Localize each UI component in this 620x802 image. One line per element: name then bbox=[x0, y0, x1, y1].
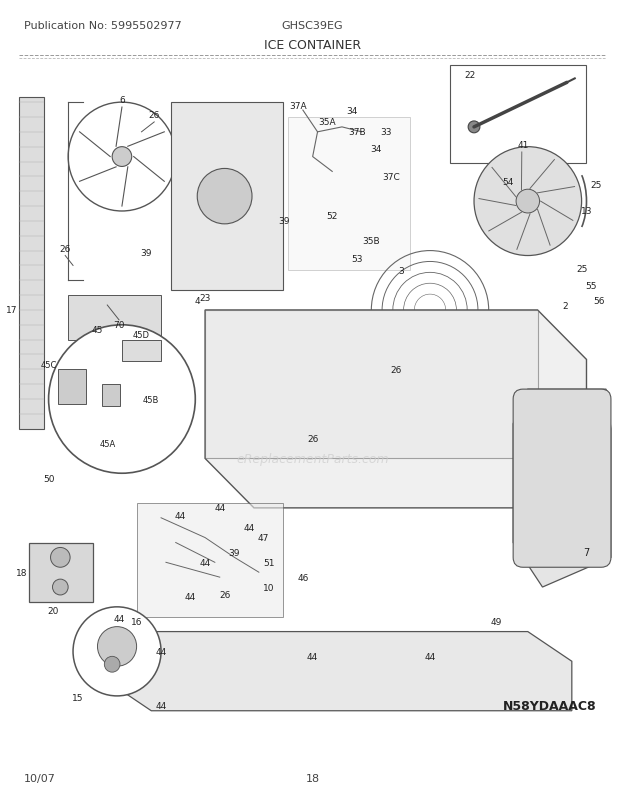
Bar bbox=[58, 370, 86, 404]
Text: 52: 52 bbox=[327, 213, 338, 221]
Circle shape bbox=[53, 579, 68, 595]
Text: 18: 18 bbox=[16, 568, 27, 577]
Text: 45C: 45C bbox=[40, 360, 57, 370]
Text: 46: 46 bbox=[297, 573, 309, 582]
Text: 13: 13 bbox=[581, 207, 592, 217]
Text: 23: 23 bbox=[200, 294, 211, 302]
Text: 53: 53 bbox=[351, 255, 363, 264]
FancyBboxPatch shape bbox=[513, 390, 611, 568]
Text: 45B: 45B bbox=[143, 395, 159, 404]
Text: eReplacementParts.com: eReplacementParts.com bbox=[236, 452, 389, 465]
Text: Publication No: 5995502977: Publication No: 5995502977 bbox=[24, 21, 182, 31]
Text: 26: 26 bbox=[60, 245, 71, 253]
Text: 4: 4 bbox=[195, 296, 200, 306]
Text: 50: 50 bbox=[43, 474, 55, 483]
Text: 26: 26 bbox=[149, 111, 160, 120]
Text: 44: 44 bbox=[156, 647, 167, 656]
Text: 37A: 37A bbox=[289, 102, 307, 111]
Text: ICE CONTAINER: ICE CONTAINER bbox=[264, 39, 361, 52]
Text: 51: 51 bbox=[263, 558, 275, 567]
Bar bbox=[29, 543, 92, 602]
Bar bbox=[102, 385, 120, 407]
Text: 35A: 35A bbox=[319, 118, 336, 128]
Bar bbox=[122, 340, 161, 362]
Text: 17: 17 bbox=[6, 306, 17, 315]
Text: GHSC39EG: GHSC39EG bbox=[282, 21, 343, 31]
Bar bbox=[450, 66, 587, 164]
Text: 39: 39 bbox=[229, 549, 240, 557]
Text: 25: 25 bbox=[576, 265, 587, 273]
Polygon shape bbox=[136, 504, 283, 617]
Text: 26: 26 bbox=[390, 366, 402, 375]
Text: 10: 10 bbox=[263, 583, 275, 592]
Text: 55: 55 bbox=[586, 282, 597, 290]
Text: 34: 34 bbox=[346, 107, 358, 115]
Text: 44: 44 bbox=[113, 614, 125, 623]
Text: 70: 70 bbox=[113, 321, 125, 330]
Circle shape bbox=[48, 326, 195, 474]
Text: 39: 39 bbox=[278, 217, 290, 226]
Text: 20: 20 bbox=[48, 606, 59, 615]
Text: 18: 18 bbox=[306, 773, 320, 783]
Circle shape bbox=[73, 607, 161, 696]
Text: 3: 3 bbox=[398, 266, 404, 276]
Text: 49: 49 bbox=[491, 618, 502, 626]
Text: 26: 26 bbox=[307, 435, 318, 444]
Circle shape bbox=[97, 627, 136, 666]
Text: 15: 15 bbox=[72, 694, 84, 703]
Text: 25: 25 bbox=[591, 180, 602, 189]
Text: 33: 33 bbox=[380, 128, 392, 137]
Circle shape bbox=[516, 190, 539, 213]
Text: 44: 44 bbox=[156, 702, 167, 711]
Text: 22: 22 bbox=[464, 71, 476, 80]
Circle shape bbox=[104, 657, 120, 672]
Text: 44: 44 bbox=[307, 652, 318, 661]
Text: 16: 16 bbox=[131, 618, 143, 626]
Text: 44: 44 bbox=[175, 512, 186, 520]
Polygon shape bbox=[288, 118, 410, 271]
Text: 45A: 45A bbox=[99, 439, 115, 448]
Polygon shape bbox=[205, 310, 587, 508]
Text: 35B: 35B bbox=[363, 237, 380, 246]
Polygon shape bbox=[68, 296, 161, 340]
Text: 39: 39 bbox=[141, 249, 152, 257]
Polygon shape bbox=[513, 390, 611, 587]
Polygon shape bbox=[107, 632, 572, 711]
Text: 47: 47 bbox=[258, 533, 270, 542]
Text: 44: 44 bbox=[200, 558, 211, 567]
Text: 34: 34 bbox=[371, 145, 382, 154]
Text: 54: 54 bbox=[503, 177, 514, 187]
Text: 37C: 37C bbox=[382, 172, 400, 181]
Text: 44: 44 bbox=[424, 652, 436, 661]
Text: 56: 56 bbox=[593, 296, 605, 306]
Polygon shape bbox=[19, 98, 43, 429]
Text: 44: 44 bbox=[244, 524, 255, 533]
Text: 10/07: 10/07 bbox=[24, 773, 56, 783]
Text: N58YDAAAC8: N58YDAAAC8 bbox=[503, 699, 596, 712]
Polygon shape bbox=[205, 310, 538, 459]
Circle shape bbox=[51, 548, 70, 568]
Text: 45D: 45D bbox=[133, 330, 150, 340]
Text: 37B: 37B bbox=[348, 128, 365, 137]
Text: 45: 45 bbox=[92, 326, 103, 334]
Circle shape bbox=[468, 122, 480, 134]
Text: 7: 7 bbox=[583, 548, 590, 557]
Text: 2: 2 bbox=[562, 301, 568, 310]
Text: 26: 26 bbox=[219, 591, 230, 600]
Text: 6: 6 bbox=[119, 95, 125, 104]
Circle shape bbox=[197, 169, 252, 225]
Text: 44: 44 bbox=[185, 593, 196, 602]
Text: 44: 44 bbox=[214, 504, 225, 512]
Circle shape bbox=[474, 148, 582, 256]
Circle shape bbox=[112, 148, 131, 168]
Polygon shape bbox=[171, 103, 283, 291]
Text: 41: 41 bbox=[517, 141, 529, 150]
